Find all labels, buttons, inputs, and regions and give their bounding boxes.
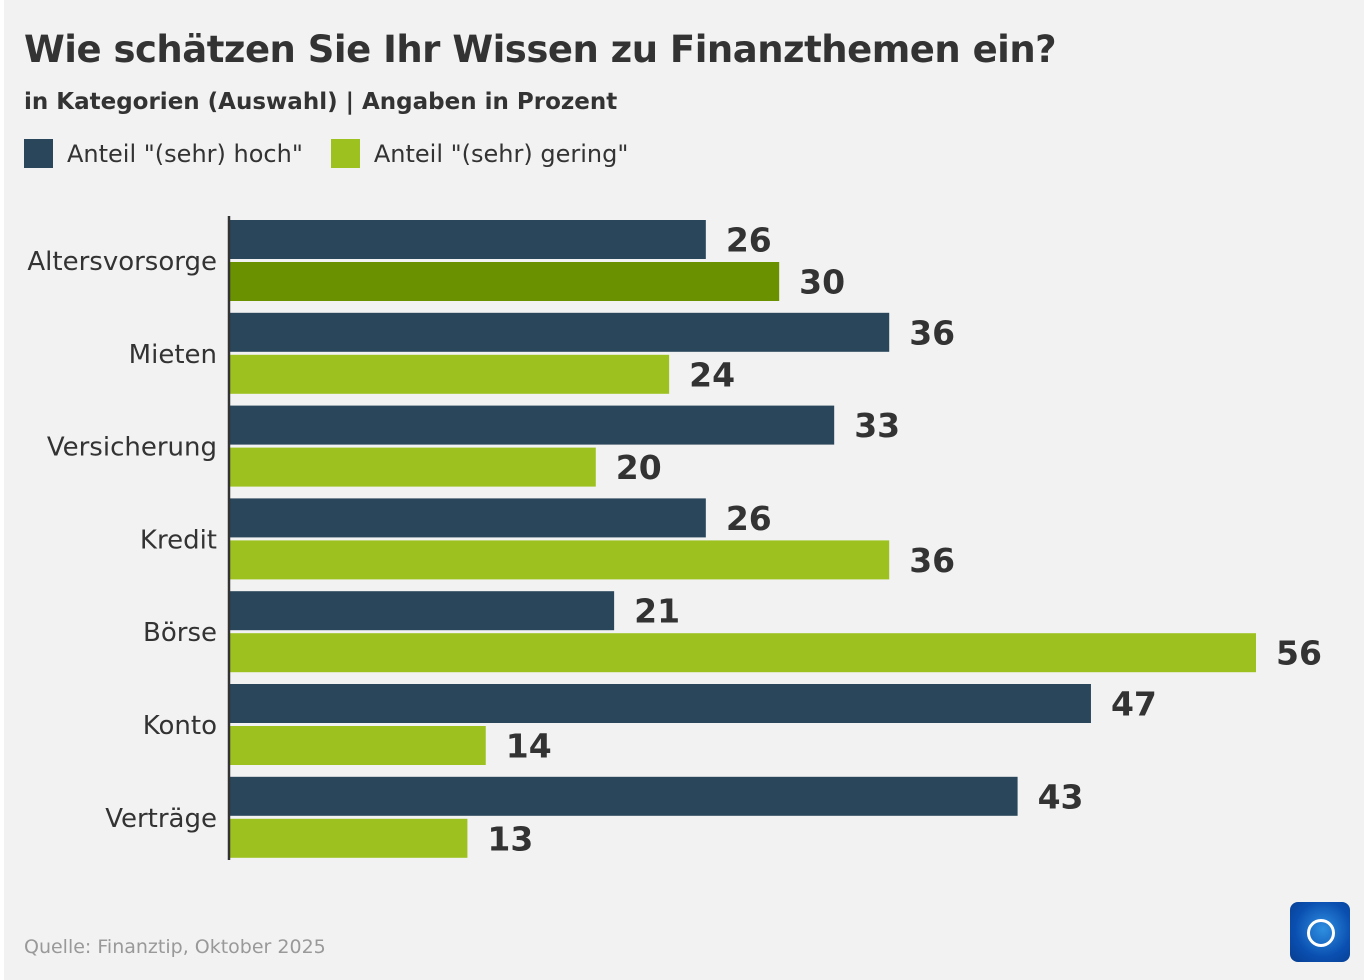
category-label: Börse (143, 618, 217, 648)
category-label: Versicherung (47, 433, 217, 463)
category-label: Mieten (129, 340, 217, 370)
bar-gering (229, 354, 670, 394)
data-label: 21 (634, 592, 680, 631)
bar-hoch (229, 684, 1091, 723)
chart-panel (4, 0, 1364, 980)
legend-label-hoch: Anteil "(sehr) hoch" (67, 139, 303, 168)
tagesschau-logo (1290, 902, 1350, 962)
bar-hoch (229, 312, 890, 352)
legend-item-hoch: Anteil "(sehr) hoch" (24, 139, 303, 168)
bar-gering (229, 818, 468, 858)
data-label: 20 (616, 448, 662, 487)
legend-swatch-hoch (24, 139, 53, 168)
category-label: Verträge (105, 804, 217, 834)
legend-label-gering: Anteil "(sehr) gering" (373, 139, 629, 168)
bar-hoch (229, 405, 835, 445)
bar-gering (229, 262, 780, 301)
data-label: 36 (909, 541, 955, 580)
data-label: 33 (854, 406, 900, 445)
data-label: 36 (909, 313, 955, 352)
legend: Anteil "(sehr) hoch" Anteil "(sehr) geri… (24, 139, 656, 168)
bar-gering (229, 726, 486, 765)
bar-gering (229, 633, 1256, 673)
legend-swatch-gering (330, 139, 360, 168)
source-note: Quelle: Finanztip, Oktober 2025 (24, 936, 326, 958)
bar-gering (229, 447, 596, 487)
category-label: Kredit (140, 525, 217, 555)
category-label: Konto (143, 711, 217, 741)
chart-subtitle: in Kategorien (Auswahl) | Angaben in Pro… (24, 89, 618, 115)
chart-title: Wie schätzen Sie Ihr Wissen zu Finanzthe… (24, 28, 1057, 71)
bar-hoch (229, 776, 1018, 816)
data-label: 30 (799, 263, 845, 302)
data-label: 47 (1111, 685, 1157, 724)
data-label: 26 (726, 221, 772, 260)
data-label: 56 (1276, 634, 1322, 673)
category-label: Altersvorsorge (27, 247, 217, 277)
bar-gering (229, 540, 890, 580)
data-label: 13 (487, 819, 533, 858)
data-label: 14 (506, 727, 552, 766)
bar-hoch (229, 498, 706, 538)
bar-hoch (229, 220, 706, 259)
data-label: 26 (726, 499, 772, 538)
legend-item-gering: Anteil "(sehr) gering" (330, 139, 629, 168)
data-label: 43 (1038, 777, 1084, 816)
bar-hoch (229, 591, 615, 631)
data-label: 24 (689, 355, 735, 394)
